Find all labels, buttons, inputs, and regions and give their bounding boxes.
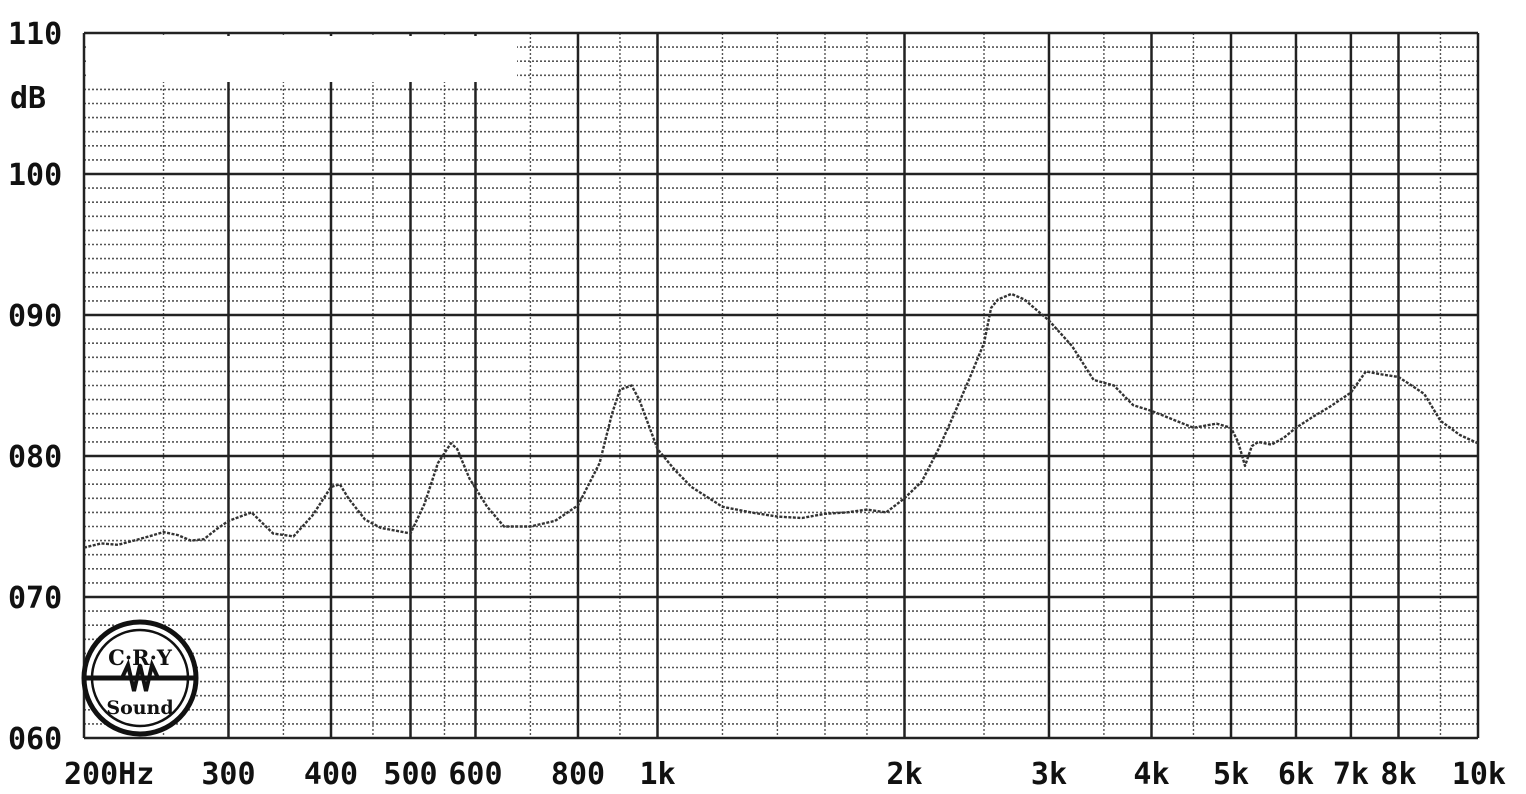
y-tick-label: 110 bbox=[8, 17, 62, 52]
x-tick-label: 10k bbox=[1452, 757, 1506, 792]
minor-grid bbox=[84, 33, 1478, 738]
x-tick-label: 400 bbox=[304, 757, 358, 792]
logo-text-top: C·R·Y bbox=[108, 645, 173, 670]
x-tick-label: 1k bbox=[639, 757, 675, 792]
y-tick-label: 080 bbox=[8, 440, 62, 475]
x-tick-label: 500 bbox=[383, 757, 437, 792]
y-axis-tick-labels: 110 100 090 080 070 060 bbox=[8, 17, 62, 757]
x-tick-label: 300 bbox=[201, 757, 255, 792]
x-tick-label: 7k bbox=[1333, 757, 1369, 792]
logo-text-bottom: Sound bbox=[106, 697, 173, 719]
y-tick-label: 090 bbox=[8, 299, 62, 334]
label-patch bbox=[87, 36, 517, 82]
y-tick-label: 070 bbox=[8, 581, 62, 616]
x-tick-label: 200Hz bbox=[64, 757, 154, 792]
x-tick-label: 4k bbox=[1133, 757, 1169, 792]
x-tick-label: 5k bbox=[1213, 757, 1249, 792]
cry-sound-logo: C·R·Y Sound bbox=[81, 619, 199, 737]
x-tick-label: 3k bbox=[1031, 757, 1067, 792]
x-tick-label: 6k bbox=[1278, 757, 1314, 792]
response-curve bbox=[83, 292, 1479, 549]
y-axis-unit-label: dB bbox=[10, 81, 46, 116]
major-grid bbox=[82, 31, 1480, 740]
response-curve-layer bbox=[83, 292, 1479, 549]
y-tick-label: 100 bbox=[8, 158, 62, 193]
x-axis-tick-labels: 200Hz 300 400 500 600 800 1k 2k 3k 4k 5k 6k 7k 8k 10k bbox=[64, 757, 1506, 792]
x-tick-label: 2k bbox=[886, 757, 922, 792]
y-tick-label: 060 bbox=[8, 722, 62, 757]
x-tick-label: 600 bbox=[448, 757, 502, 792]
x-tick-label: 8k bbox=[1380, 757, 1416, 792]
x-tick-label: 800 bbox=[551, 757, 605, 792]
